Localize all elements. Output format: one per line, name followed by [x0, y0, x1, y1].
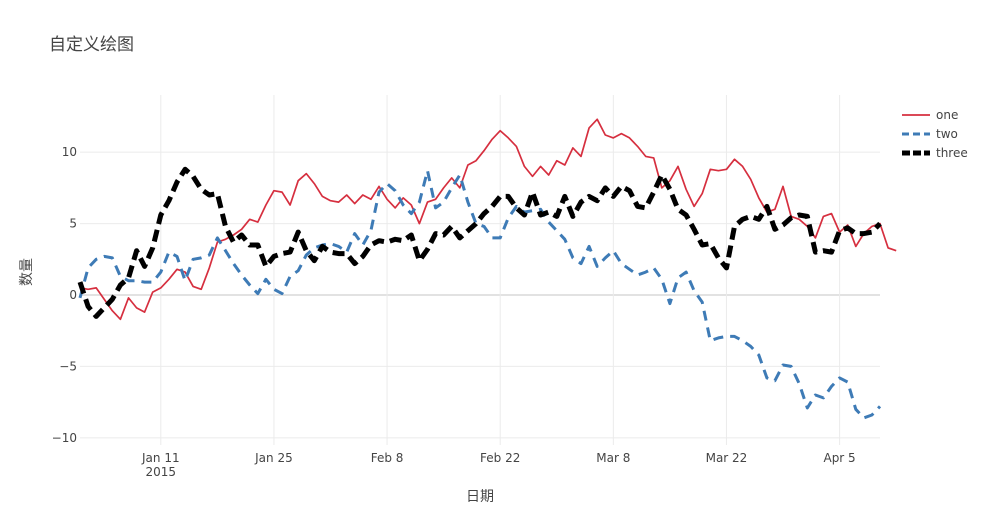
series-line-one	[79, 118, 897, 321]
x-tick-label: Apr 5	[823, 451, 855, 465]
x-tick-label: Jan 25	[254, 451, 293, 465]
x-tick-label: Mar 22	[706, 451, 748, 465]
x-tick-label: Feb 22	[480, 451, 520, 465]
grid-lines	[80, 95, 880, 445]
plot-area[interactable]	[77, 118, 897, 420]
legend-label-one: one	[936, 108, 958, 122]
x-tick-label: Jan 11	[141, 451, 180, 465]
series-line-three	[77, 166, 882, 319]
chart-title: 自定义绘图	[49, 35, 134, 55]
y-axis-title: 数量	[19, 258, 35, 286]
legend-label-three: three	[936, 146, 968, 160]
y-tick-label: −5	[59, 359, 77, 373]
y-tick-label: 10	[62, 145, 77, 159]
x-tick-label: Mar 8	[596, 451, 630, 465]
y-axis: 10 5 0 −5 −10	[52, 145, 77, 445]
y-tick-label: −10	[52, 431, 77, 445]
x-tick-label: Feb 8	[371, 451, 404, 465]
legend[interactable]: one two three	[902, 108, 968, 160]
legend-label-two: two	[936, 127, 958, 141]
x-tick-year-label: 2015	[146, 465, 177, 479]
y-tick-label: 5	[69, 217, 77, 231]
series-line-two	[78, 169, 882, 420]
y-tick-label: 0	[69, 288, 77, 302]
x-axis-title: 日期	[466, 489, 494, 505]
